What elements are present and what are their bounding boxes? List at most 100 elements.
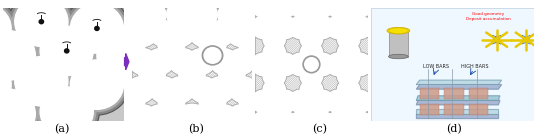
Circle shape bbox=[70, 60, 124, 109]
Circle shape bbox=[326, 16, 349, 38]
Circle shape bbox=[263, 102, 286, 124]
Circle shape bbox=[252, 90, 274, 113]
Circle shape bbox=[177, 57, 207, 85]
Circle shape bbox=[186, 48, 216, 75]
Circle shape bbox=[229, 20, 258, 47]
Circle shape bbox=[209, 104, 239, 132]
Circle shape bbox=[337, 123, 360, 137]
Circle shape bbox=[137, 57, 167, 85]
Circle shape bbox=[238, 86, 266, 112]
Circle shape bbox=[337, 78, 361, 102]
Circle shape bbox=[337, 4, 361, 28]
Circle shape bbox=[386, 0, 409, 2]
Circle shape bbox=[310, 89, 335, 114]
Circle shape bbox=[263, 64, 286, 87]
Circle shape bbox=[177, 1, 207, 29]
Circle shape bbox=[190, 21, 217, 46]
Circle shape bbox=[252, 0, 274, 2]
Circle shape bbox=[300, 27, 323, 50]
Circle shape bbox=[375, 42, 397, 64]
Circle shape bbox=[362, 52, 387, 77]
Circle shape bbox=[106, 49, 134, 75]
Circle shape bbox=[138, 2, 166, 28]
Text: (a): (a) bbox=[54, 124, 69, 134]
Circle shape bbox=[262, 0, 286, 7]
Circle shape bbox=[289, 0, 311, 2]
Circle shape bbox=[187, 105, 215, 131]
Circle shape bbox=[337, 0, 361, 14]
Circle shape bbox=[145, 104, 175, 132]
Text: (c): (c) bbox=[312, 124, 327, 134]
Circle shape bbox=[237, 85, 267, 113]
Circle shape bbox=[325, 0, 350, 2]
Circle shape bbox=[150, 77, 178, 103]
Circle shape bbox=[161, 45, 182, 65]
Circle shape bbox=[250, 105, 278, 131]
Text: LOW BARS: LOW BARS bbox=[423, 64, 449, 69]
Polygon shape bbox=[416, 100, 500, 105]
Circle shape bbox=[364, 0, 386, 2]
Circle shape bbox=[374, 78, 398, 102]
Bar bbox=[444, 88, 464, 99]
Circle shape bbox=[106, 105, 134, 131]
Circle shape bbox=[325, 89, 350, 114]
Circle shape bbox=[337, 63, 361, 88]
Circle shape bbox=[375, 79, 397, 102]
Circle shape bbox=[226, 48, 256, 75]
Circle shape bbox=[177, 103, 207, 131]
Circle shape bbox=[237, 1, 267, 29]
Circle shape bbox=[326, 90, 349, 113]
Circle shape bbox=[95, 26, 99, 30]
Circle shape bbox=[375, 64, 397, 87]
Circle shape bbox=[273, 111, 297, 135]
Circle shape bbox=[299, 26, 324, 51]
Circle shape bbox=[0, 83, 41, 137]
Circle shape bbox=[325, 52, 350, 77]
Text: Good geometry: Good geometry bbox=[473, 12, 505, 16]
Circle shape bbox=[64, 0, 129, 59]
Circle shape bbox=[337, 0, 360, 6]
Circle shape bbox=[199, 86, 227, 112]
Circle shape bbox=[273, 0, 297, 2]
Circle shape bbox=[218, 2, 246, 28]
Circle shape bbox=[337, 100, 360, 123]
Circle shape bbox=[274, 16, 297, 38]
Circle shape bbox=[311, 0, 334, 17]
Circle shape bbox=[146, 105, 174, 131]
Circle shape bbox=[273, 89, 297, 114]
Circle shape bbox=[374, 5, 398, 29]
Circle shape bbox=[385, 111, 409, 135]
Circle shape bbox=[0, 2, 13, 55]
Circle shape bbox=[262, 78, 286, 102]
Circle shape bbox=[386, 90, 409, 113]
Circle shape bbox=[165, 20, 195, 47]
Circle shape bbox=[162, 102, 181, 121]
Circle shape bbox=[300, 0, 323, 6]
Circle shape bbox=[190, 77, 217, 103]
Circle shape bbox=[168, 48, 198, 75]
Circle shape bbox=[337, 79, 360, 102]
Circle shape bbox=[326, 112, 349, 134]
Circle shape bbox=[252, 16, 274, 38]
Circle shape bbox=[157, 30, 185, 56]
Circle shape bbox=[349, 112, 371, 134]
Circle shape bbox=[379, 95, 393, 108]
Circle shape bbox=[385, 0, 409, 18]
Circle shape bbox=[299, 0, 324, 14]
Circle shape bbox=[249, 20, 279, 47]
Bar bbox=[389, 31, 408, 57]
Circle shape bbox=[273, 52, 297, 77]
Circle shape bbox=[348, 15, 372, 39]
Circle shape bbox=[198, 29, 227, 57]
Circle shape bbox=[229, 21, 257, 46]
Circle shape bbox=[177, 0, 207, 10]
Circle shape bbox=[226, 20, 256, 47]
Text: (d): (d) bbox=[446, 124, 462, 134]
Circle shape bbox=[182, 0, 202, 17]
Circle shape bbox=[122, 46, 141, 64]
Circle shape bbox=[262, 4, 286, 28]
Circle shape bbox=[289, 90, 311, 113]
Circle shape bbox=[182, 74, 202, 92]
Circle shape bbox=[0, 0, 17, 59]
Circle shape bbox=[182, 0, 202, 18]
